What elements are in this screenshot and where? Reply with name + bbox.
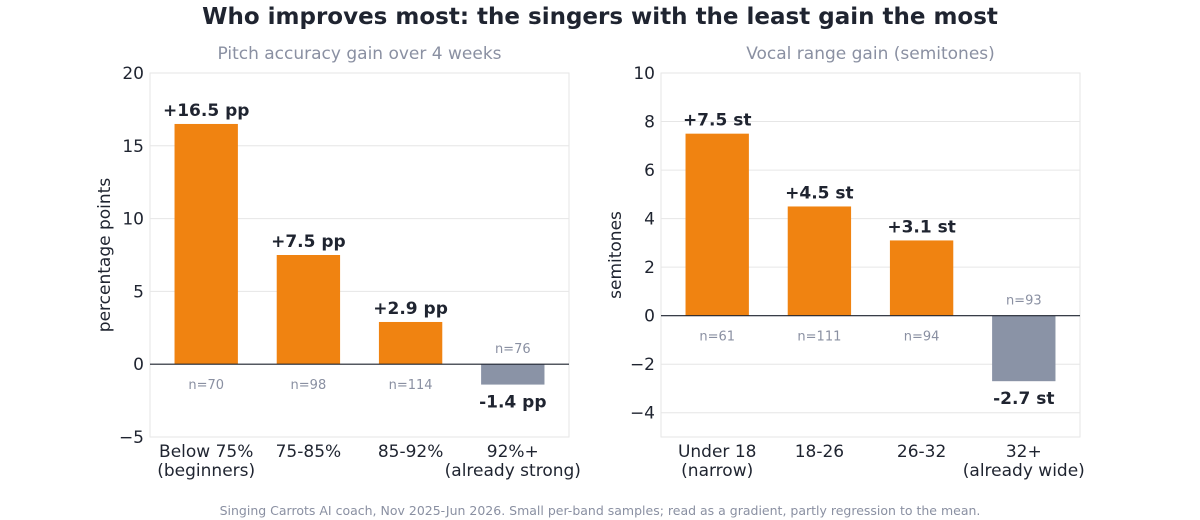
x-tick-label: (already wide) [963, 461, 1085, 481]
bar-value-label: +16.5 pp [163, 101, 249, 121]
bar-value-label: +2.9 pp [373, 299, 448, 319]
panel-title: Vocal range gain (semitones) [746, 44, 995, 64]
x-tick-label: 26-32 [897, 442, 946, 462]
chart-main-title: Who improves most: the singers with the … [202, 4, 998, 30]
y-tick-label: 10 [633, 64, 655, 84]
bar-value-label: +3.1 st [887, 217, 956, 237]
x-tick-label: 85-92% [378, 442, 444, 462]
y-tick-label: 2 [644, 258, 655, 278]
y-tick-label: 15 [122, 137, 144, 157]
chart-panel-range: Vocal range gain (semitones) −4 −2 0 2 4 6 8 10 s… [606, 44, 1085, 481]
bar-value-label: +4.5 st [785, 183, 854, 203]
y-tick-label: 4 [644, 210, 655, 230]
y-axis-label: percentage points [95, 178, 115, 333]
chart-footnote: Singing Carrots AI coach, Nov 2025-Jun 2… [220, 503, 981, 518]
y-axis-label: semitones [606, 211, 626, 299]
bar [787, 206, 852, 316]
bar [481, 364, 545, 385]
y-tick-label: −2 [630, 355, 655, 375]
chart-panel-pitch: Pitch accuracy gain over 4 weeks −5 0 5 10 15… [95, 44, 581, 481]
x-tick-label: Below 75% [159, 442, 253, 462]
sample-size-label: n=114 [389, 378, 433, 393]
bar [685, 133, 749, 316]
sample-size-label: n=94 [904, 330, 940, 345]
x-tick-label: (beginners) [157, 461, 255, 481]
x-tick-label: 32+ [1006, 442, 1042, 462]
panel-title: Pitch accuracy gain over 4 weeks [217, 44, 501, 64]
bar-value-label: -1.4 pp [479, 393, 546, 413]
sample-size-label: n=98 [291, 378, 327, 393]
y-tick-label: 0 [644, 307, 655, 327]
y-tick-label: 0 [133, 355, 144, 375]
y-tick-label: 10 [122, 210, 144, 230]
x-tick-label: 75-85% [276, 442, 342, 462]
y-tick-label: −4 [630, 404, 655, 424]
bar [889, 240, 954, 316]
y-tick-label: −5 [119, 428, 144, 448]
bar [276, 255, 341, 365]
x-tick-label: Under 18 [678, 442, 757, 462]
x-tick-label: (already strong) [445, 461, 581, 481]
y-tick-label: 6 [644, 161, 655, 181]
sample-size-label: n=61 [699, 330, 735, 345]
bar-value-label: +7.5 st [683, 111, 752, 131]
y-tick-label: 20 [122, 64, 144, 84]
x-tick-label: (narrow) [681, 461, 753, 481]
sample-size-label: n=70 [188, 378, 224, 393]
y-tick-label: 5 [133, 282, 144, 302]
bar [378, 321, 443, 365]
sample-size-label: n=111 [797, 330, 841, 345]
sample-size-label: n=76 [495, 342, 531, 357]
bar [992, 315, 1056, 382]
sample-size-label: n=93 [1006, 294, 1042, 309]
bar-value-label: +7.5 pp [271, 232, 346, 252]
x-tick-label: 92%+ [487, 442, 539, 462]
x-tick-label: 18-26 [795, 442, 844, 462]
bar [174, 123, 238, 365]
bar-value-label: -2.7 st [993, 389, 1054, 409]
y-tick-label: 8 [644, 113, 655, 133]
